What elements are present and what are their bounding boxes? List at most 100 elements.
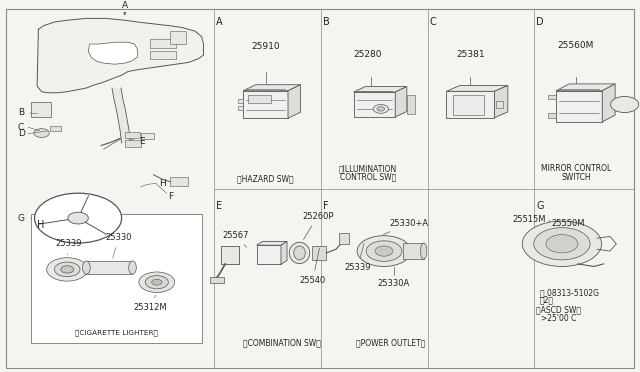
Polygon shape — [447, 86, 508, 91]
Circle shape — [145, 276, 168, 289]
Text: MIRROR CONTROL: MIRROR CONTROL — [541, 164, 611, 173]
Polygon shape — [243, 85, 301, 91]
Polygon shape — [556, 84, 615, 91]
Text: B: B — [323, 17, 330, 27]
Circle shape — [47, 258, 88, 281]
Bar — [210, 278, 224, 283]
Text: C: C — [429, 17, 436, 27]
Ellipse shape — [289, 242, 310, 263]
Circle shape — [35, 193, 122, 243]
Bar — [354, 92, 396, 117]
Polygon shape — [494, 86, 508, 118]
Text: 25280: 25280 — [354, 50, 382, 59]
Text: A: A — [216, 17, 223, 27]
Text: 〈COMBINATION SW〉: 〈COMBINATION SW〉 — [243, 338, 321, 347]
Circle shape — [377, 107, 385, 111]
Circle shape — [375, 246, 393, 256]
Text: >25'00 C: >25'00 C — [541, 314, 577, 323]
Ellipse shape — [294, 246, 305, 260]
Bar — [31, 214, 202, 343]
Polygon shape — [37, 18, 204, 93]
Bar — [86, 261, 132, 274]
Polygon shape — [288, 85, 301, 118]
Circle shape — [611, 96, 639, 113]
Bar — [221, 246, 239, 264]
Text: 25260P: 25260P — [302, 212, 333, 240]
Text: CONTROL SW〉: CONTROL SW〉 — [340, 173, 396, 182]
Circle shape — [373, 105, 388, 113]
Circle shape — [139, 272, 175, 292]
Circle shape — [152, 279, 162, 285]
Text: 〈HAZARD SW〉: 〈HAZARD SW〉 — [237, 174, 294, 183]
Text: G: G — [536, 201, 544, 211]
Polygon shape — [354, 87, 407, 92]
Text: H: H — [159, 179, 166, 188]
Circle shape — [366, 241, 402, 262]
Circle shape — [522, 221, 602, 266]
Circle shape — [546, 235, 578, 253]
Bar — [548, 113, 556, 118]
Text: F: F — [168, 192, 173, 201]
Text: 25910: 25910 — [252, 42, 280, 51]
Circle shape — [357, 236, 411, 266]
Text: 25330+A: 25330+A — [383, 219, 428, 235]
Bar — [257, 245, 281, 264]
Bar — [50, 126, 61, 131]
Circle shape — [534, 228, 590, 260]
Polygon shape — [602, 84, 615, 122]
Text: H: H — [37, 220, 45, 230]
Text: E: E — [129, 137, 145, 146]
Text: 25540: 25540 — [300, 248, 326, 285]
Bar — [403, 243, 424, 259]
Text: 〈ASCD SW〉: 〈ASCD SW〉 — [536, 305, 581, 314]
Text: D: D — [18, 129, 25, 138]
Text: 25515M: 25515M — [512, 215, 550, 224]
Bar — [141, 133, 154, 139]
Bar — [125, 140, 141, 147]
Bar — [238, 99, 243, 103]
Text: C: C — [18, 123, 24, 132]
Circle shape — [68, 212, 88, 224]
Text: 25550M: 25550M — [552, 219, 585, 228]
Bar — [170, 31, 186, 44]
Text: 25330: 25330 — [105, 233, 132, 258]
Text: （2）: （2） — [540, 296, 554, 305]
Bar — [238, 106, 243, 110]
Text: 〈CIGARETTE LIGHTER〉: 〈CIGARETTE LIGHTER〉 — [75, 330, 158, 336]
Text: B: B — [18, 108, 38, 117]
Bar — [447, 91, 494, 118]
Polygon shape — [112, 88, 131, 143]
Bar — [556, 91, 602, 122]
Bar — [453, 95, 484, 115]
Text: 25339: 25339 — [56, 239, 83, 255]
Polygon shape — [281, 241, 287, 264]
Bar — [497, 101, 503, 108]
Bar — [548, 95, 556, 99]
Ellipse shape — [129, 261, 136, 274]
Polygon shape — [257, 241, 287, 245]
Text: 25560M: 25560M — [558, 41, 594, 50]
Text: 25567: 25567 — [223, 231, 249, 247]
Bar — [339, 233, 349, 244]
Text: SWITCH: SWITCH — [561, 173, 591, 182]
Bar — [312, 246, 326, 260]
Polygon shape — [88, 42, 138, 64]
Text: D: D — [536, 17, 544, 27]
Bar — [150, 39, 176, 48]
Text: 25312M: 25312M — [134, 295, 167, 312]
Text: Ⓢ 08313-5102G: Ⓢ 08313-5102G — [540, 288, 598, 297]
Text: G: G — [18, 214, 32, 222]
Text: A: A — [122, 1, 128, 10]
Bar — [150, 51, 176, 59]
Circle shape — [61, 266, 74, 273]
Bar — [407, 94, 415, 115]
Text: 25381: 25381 — [456, 50, 484, 59]
Polygon shape — [395, 87, 407, 117]
Circle shape — [34, 129, 49, 138]
Bar — [125, 132, 140, 138]
Circle shape — [54, 262, 80, 277]
Ellipse shape — [420, 243, 427, 259]
Bar — [170, 177, 188, 186]
Text: F: F — [323, 201, 329, 211]
Text: 25330A: 25330A — [378, 279, 410, 288]
